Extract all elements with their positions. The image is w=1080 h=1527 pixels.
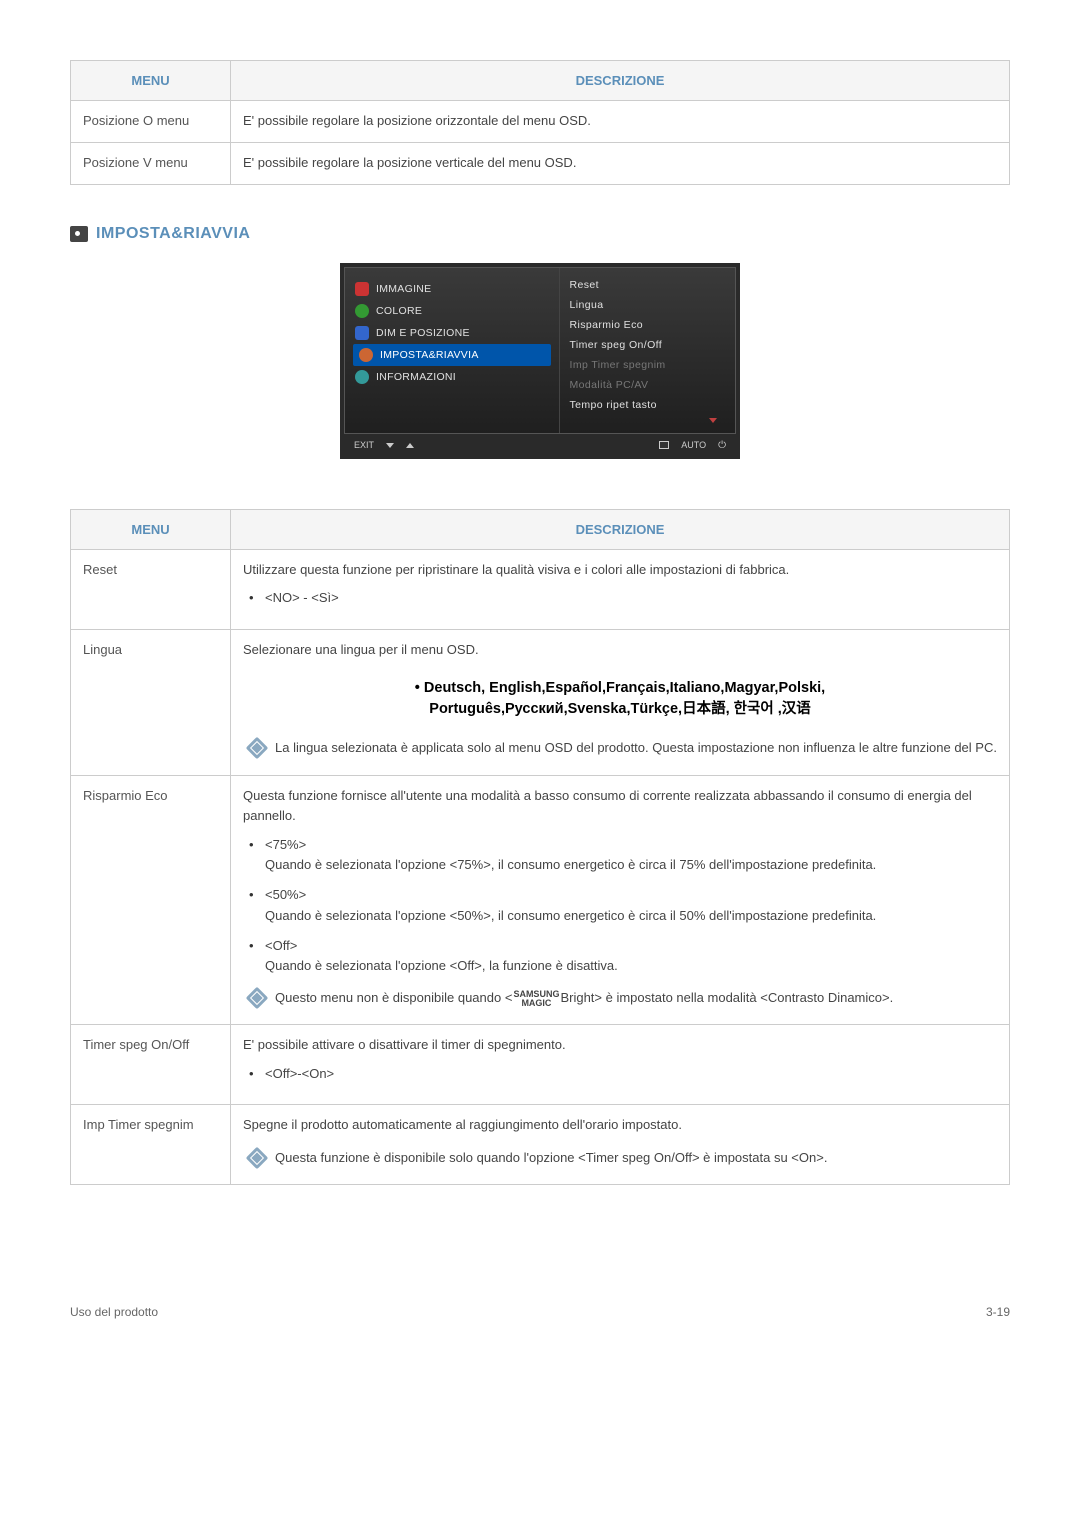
desc-text: Questa funzione fornisce all'utente una … [243, 788, 972, 824]
power-icon [718, 440, 726, 451]
osd-item-colore: COLORE [353, 300, 551, 322]
magic-bright-logo: SAMSUNGMAGIC [513, 990, 559, 1006]
osd-screenshot: IMMAGINE COLORE DIM E POSIZIONE IMPOSTA&… [70, 263, 1010, 459]
osd-bottom-bar: EXIT AUTO [344, 434, 736, 455]
table-row-eco: Risparmio Eco Questa funzione fornisce a… [71, 775, 1010, 1025]
exit-label: EXIT [354, 440, 374, 450]
picture-icon [355, 282, 369, 296]
desc-text: Spegne il prodotto automaticamente al ra… [243, 1117, 682, 1132]
note-frag: Bright> è impostato nella modalità <Cont… [560, 990, 893, 1005]
table-row-reset: Reset Utilizzare questa funzione per rip… [71, 549, 1010, 629]
osd-item-info: INFORMAZIONI [353, 366, 551, 388]
note-text: Questa funzione è disponibile solo quand… [275, 1148, 997, 1168]
note-frag: Questo menu non è disponibile quando < [275, 990, 512, 1005]
cell-desc: Selezionare una lingua per il menu OSD. … [231, 629, 1010, 775]
osd-item-dim: DIM E POSIZIONE [353, 322, 551, 344]
cell-desc: E' possibile regolare la posizione verti… [231, 142, 1010, 184]
settings-section-icon [70, 226, 88, 242]
osd-item-immagine: IMMAGINE [353, 278, 551, 300]
note-icon [246, 987, 269, 1010]
osd-right-item: Timer speg On/Off [570, 338, 726, 352]
opt-head: <75%> [265, 837, 306, 852]
osd-right-item: Reset [570, 278, 726, 292]
osd-label: INFORMAZIONI [376, 371, 456, 383]
desc-text: Selezionare una lingua per il menu OSD. [243, 642, 479, 657]
desc-text: Utilizzare questa funzione per ripristin… [243, 562, 789, 577]
osd-right-item: Modalità PC/AV [570, 378, 726, 392]
note-text: La lingua selezionata è applicata solo a… [275, 738, 997, 758]
table-row: Posizione V menu E' possibile regolare l… [71, 142, 1010, 184]
cell-desc: Utilizzare questa funzione per ripristin… [231, 549, 1010, 629]
section-header: IMPOSTA&RIAVVIA [70, 225, 1010, 243]
lang-line: • Deutsch, English,Español,Français,Ital… [243, 678, 997, 699]
option-item: <50%> Quando è selezionata l'opzione <50… [249, 885, 997, 925]
option-item: <75%> Quando è selezionata l'opzione <75… [249, 835, 997, 875]
th-menu: MENU [71, 61, 231, 101]
footer-right: 3-19 [986, 1305, 1010, 1319]
cell-desc: Questa funzione fornisce all'utente una … [231, 775, 1010, 1025]
osd-item-imposta-selected: IMPOSTA&RIAVVIA [353, 344, 551, 366]
osd-label: DIM E POSIZIONE [376, 327, 470, 339]
osd-right-item: Risparmio Eco [570, 318, 726, 332]
cell-menu: Posizione V menu [71, 142, 231, 184]
option-item: <Off> Quando è selezionata l'opzione <Of… [249, 936, 997, 976]
cell-menu: Timer speg On/Off [71, 1025, 231, 1105]
opt-head: <Off> [265, 938, 297, 953]
lang-line: Português,Русский,Svenska,Türkçe,日本語, 한국… [243, 699, 997, 720]
opt-head: <50%> [265, 887, 306, 902]
table-imposta: MENU DESCRIZIONE Reset Utilizzare questa… [70, 509, 1010, 1185]
note-block: Questa funzione è disponibile solo quand… [249, 1148, 997, 1168]
table-row-timer: Timer speg On/Off E' possibile attivare … [71, 1025, 1010, 1105]
option-item: <NO> - <Sì> [249, 588, 997, 608]
table-menu-position: MENU DESCRIZIONE Posizione O menu E' pos… [70, 60, 1010, 185]
opt-body: Quando è selezionata l'opzione <Off>, la… [265, 958, 618, 973]
note-icon [246, 1146, 269, 1169]
note-text: Questo menu non è disponibile quando <SA… [275, 988, 997, 1008]
osd-right-item: Imp Timer spegnim [570, 358, 726, 372]
osd-label: IMMAGINE [376, 283, 431, 295]
cell-menu: Reset [71, 549, 231, 629]
size-icon [355, 326, 369, 340]
osd-right-menu: Reset Lingua Risparmio Eco Timer speg On… [560, 268, 736, 433]
auto-label: AUTO [681, 440, 706, 450]
setup-icon [359, 348, 373, 362]
option-item: <Off>-<On> [249, 1064, 997, 1084]
th-desc: DESCRIZIONE [231, 61, 1010, 101]
osd-left-menu: IMMAGINE COLORE DIM E POSIZIONE IMPOSTA&… [345, 268, 560, 433]
table-row: Posizione O menu E' possibile regolare l… [71, 101, 1010, 143]
desc-text: E' possibile attivare o disattivare il t… [243, 1037, 566, 1052]
osd-right-item: Tempo ripet tasto [570, 398, 726, 412]
enter-icon [659, 441, 669, 449]
triangle-down-icon [386, 443, 394, 448]
opt-body: Quando è selezionata l'opzione <50%>, il… [265, 908, 876, 923]
page-footer: Uso del prodotto 3-19 [70, 1305, 1010, 1319]
color-icon [355, 304, 369, 318]
language-list: • Deutsch, English,Español,Français,Ital… [243, 678, 997, 720]
cell-desc: E' possibile regolare la posizione orizz… [231, 101, 1010, 143]
footer-left: Uso del prodotto [70, 1305, 158, 1319]
table-row-imp-timer: Imp Timer spegnim Spegne il prodotto aut… [71, 1105, 1010, 1185]
osd-panel: IMMAGINE COLORE DIM E POSIZIONE IMPOSTA&… [340, 263, 740, 459]
cell-menu: Imp Timer spegnim [71, 1105, 231, 1185]
cell-menu: Risparmio Eco [71, 775, 231, 1025]
th-desc: DESCRIZIONE [231, 509, 1010, 549]
note-icon [246, 737, 269, 760]
cell-desc: Spegne il prodotto automaticamente al ra… [231, 1105, 1010, 1185]
osd-right-item: Lingua [570, 298, 726, 312]
cell-desc: E' possibile attivare o disattivare il t… [231, 1025, 1010, 1105]
th-menu: MENU [71, 509, 231, 549]
osd-label: COLORE [376, 305, 422, 317]
opt-body: Quando è selezionata l'opzione <75%>, il… [265, 857, 876, 872]
note-block: Questo menu non è disponibile quando <SA… [249, 988, 997, 1008]
osd-label: IMPOSTA&RIAVVIA [380, 349, 479, 361]
note-block: La lingua selezionata è applicata solo a… [249, 738, 997, 758]
cell-menu: Lingua [71, 629, 231, 775]
section-title: IMPOSTA&RIAVVIA [96, 225, 250, 243]
info-icon [355, 370, 369, 384]
table-row-lingua: Lingua Selezionare una lingua per il men… [71, 629, 1010, 775]
triangle-up-icon [406, 443, 414, 448]
scroll-down-icon [709, 418, 717, 423]
cell-menu: Posizione O menu [71, 101, 231, 143]
